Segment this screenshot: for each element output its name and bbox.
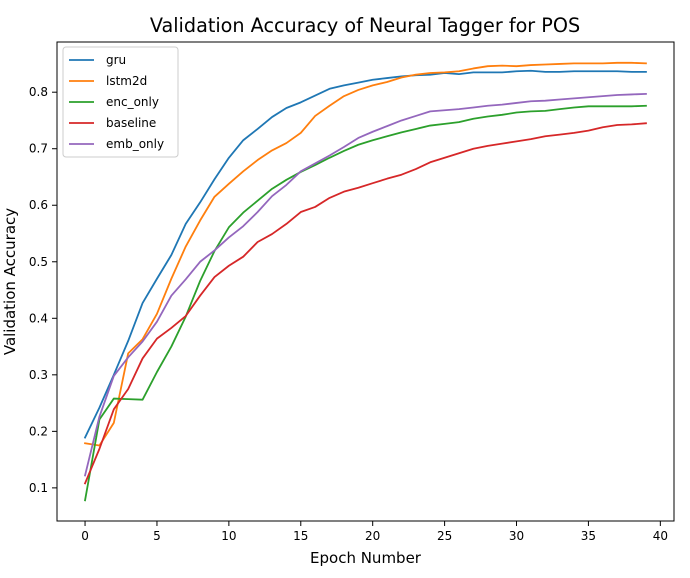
- x-tick-label: 5: [153, 529, 161, 543]
- x-tick-label: 35: [581, 529, 596, 543]
- legend-label: baseline: [106, 116, 156, 130]
- x-tick-label: 30: [509, 529, 524, 543]
- y-tick-label: 0.2: [29, 424, 48, 438]
- legend-label: gru: [106, 53, 126, 67]
- plot-border: [56, 41, 675, 522]
- legend-items: gru lstm2d enc_only baseline emb_only: [69, 53, 164, 151]
- chart-title: Validation Accuracy of Neural Tagger for…: [150, 14, 580, 37]
- series-layer: [83, 61, 647, 502]
- x-tick-label: 10: [221, 529, 236, 543]
- series-line-gru: [83, 69, 647, 439]
- y-tick-label: 0.6: [29, 198, 48, 212]
- x-tick-label: 25: [437, 529, 452, 543]
- x-tick-label: 15: [293, 529, 308, 543]
- x-tick-label: 0: [81, 529, 89, 543]
- y-tick-label: 0.3: [29, 368, 48, 382]
- y-axis: 0.1 0.2 0.3 0.4 0.5 0.6 0.7 0.8: [29, 85, 57, 495]
- series-line-emb-only: [83, 92, 647, 477]
- y-tick-label: 0.1: [29, 481, 48, 495]
- y-tick-label: 0.8: [29, 85, 48, 99]
- series-line-enc-only: [84, 104, 647, 502]
- x-tick-label: 20: [365, 529, 380, 543]
- y-tick-label: 0.4: [29, 311, 48, 325]
- y-tick-label: 0.5: [29, 255, 48, 269]
- legend-box: [62, 46, 179, 158]
- legend-label: emb_only: [106, 137, 164, 151]
- legend-label: lstm2d: [106, 74, 147, 88]
- y-tick-label: 0.7: [29, 142, 48, 156]
- series-line-baseline: [83, 122, 647, 485]
- legend: gru lstm2d enc_only baseline emb_only: [62, 46, 179, 158]
- y-axis-label: Validation Accuracy: [1, 208, 19, 355]
- x-axis-label: Epoch Number: [310, 549, 422, 567]
- series-line-lstm2d: [84, 61, 647, 447]
- x-axis: 0 5 10 15 20 25 30 35 40: [81, 521, 668, 543]
- legend-label: enc_only: [106, 95, 159, 109]
- x-tick-label: 40: [653, 529, 668, 543]
